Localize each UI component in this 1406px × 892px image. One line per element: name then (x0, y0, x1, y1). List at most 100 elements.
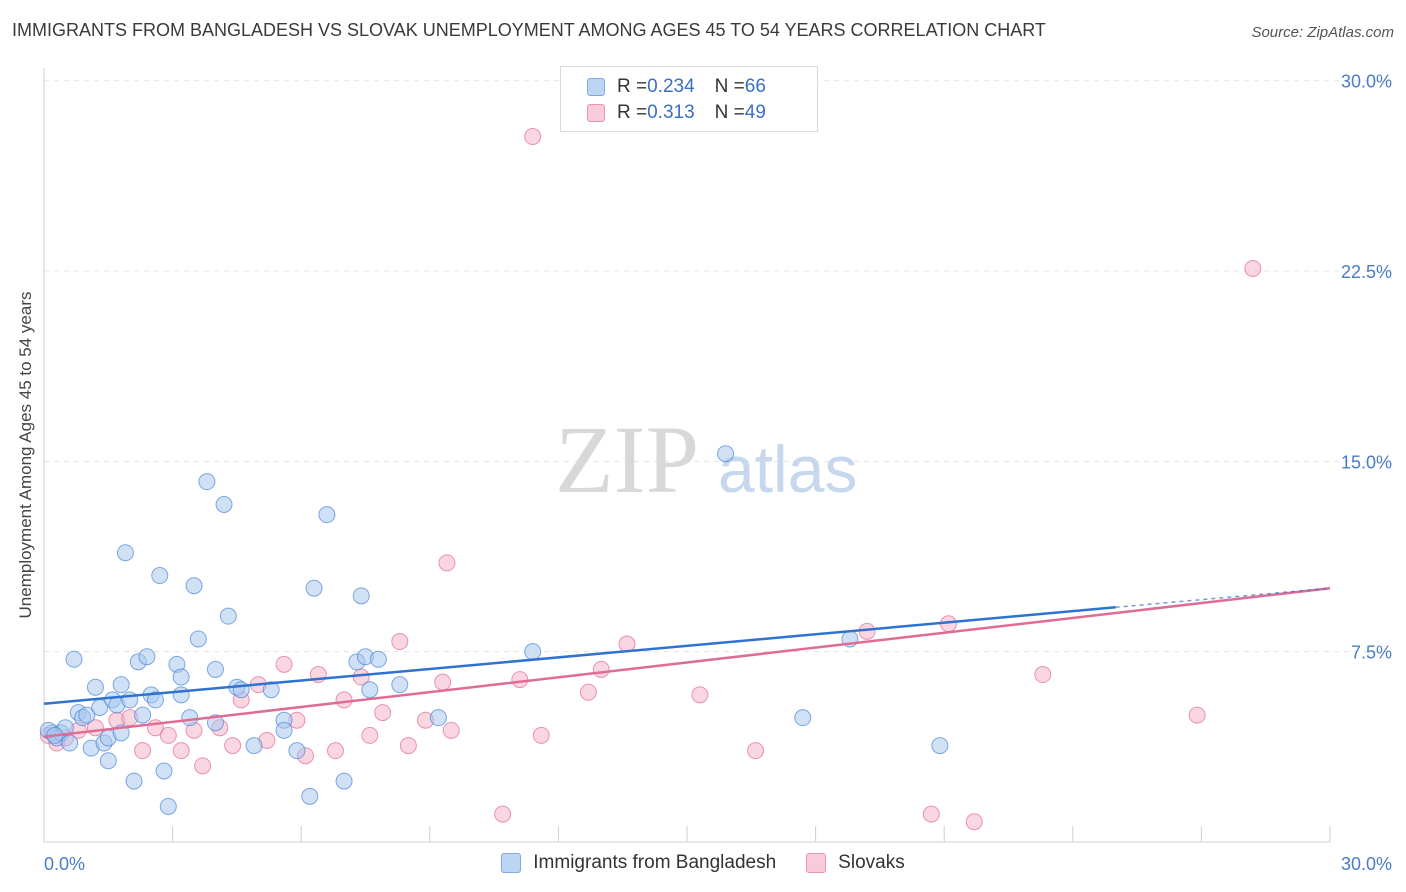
data-point (78, 706, 96, 724)
data-point (438, 554, 456, 572)
r-value: 0.234 (647, 76, 695, 97)
legend-row-bangladesh: R = 0.234 N = 66 (587, 76, 766, 98)
trend-line-bangladesh-extension (1115, 587, 1331, 609)
data-point (524, 128, 542, 146)
data-point (352, 587, 370, 605)
data-point (206, 660, 224, 678)
data-point (262, 681, 280, 699)
data-point (134, 742, 152, 760)
data-point (922, 805, 940, 823)
data-point (335, 691, 353, 709)
watermark-zip: ZIP (555, 406, 699, 513)
data-point (245, 737, 263, 755)
data-point (794, 709, 812, 727)
axes (43, 68, 1331, 843)
x-tick-label: 30.0% (1341, 854, 1392, 874)
legend-item-slovaks: Slovaks (806, 852, 905, 874)
chart-title: IMMIGRANTS FROM BANGLADESH VS SLOVAK UNE… (12, 20, 1046, 40)
data-point (86, 678, 104, 696)
data-point (99, 752, 117, 770)
data-point (442, 721, 460, 739)
data-point (232, 681, 250, 699)
n-label: N = (714, 76, 745, 97)
data-point (1034, 666, 1052, 684)
data-point (691, 686, 709, 704)
data-point (434, 673, 452, 691)
grid-lines (44, 80, 1390, 653)
data-point (931, 737, 949, 755)
watermark-atlas: atlas (718, 432, 857, 506)
data-point (717, 445, 735, 463)
data-point (181, 709, 199, 727)
data-point (391, 676, 409, 694)
data-point (399, 737, 417, 755)
data-point (215, 495, 233, 513)
data-point (318, 506, 336, 524)
tick-labels: 7.5% 15.0% 22.5% 30.0% 0.0% 30.0% (44, 72, 1392, 874)
data-point (159, 726, 177, 744)
y-tick-label: 7.5% (1351, 643, 1392, 663)
data-point (592, 660, 610, 678)
x-tick-label: 0.0% (44, 854, 85, 874)
trend-line-bangladesh (43, 606, 1116, 705)
data-point (524, 643, 542, 661)
data-point (112, 676, 130, 694)
data-point (189, 630, 207, 648)
data-point (116, 544, 134, 562)
data-point (429, 709, 447, 727)
data-point (335, 772, 353, 790)
data-point (185, 577, 203, 595)
y-tick-label: 30.0% (1341, 72, 1392, 92)
legend-row-slovaks: R = 0.313 N = 49 (587, 102, 766, 124)
data-point (146, 691, 164, 709)
n-value: 66 (744, 76, 766, 97)
data-point (138, 648, 156, 666)
r-value: 0.313 (647, 102, 695, 123)
data-point (275, 655, 293, 673)
data-point (391, 633, 409, 651)
data-point (65, 650, 83, 668)
data-point (1244, 259, 1262, 277)
y-axis-label: Unemployment Among Ages 45 to 54 years (16, 291, 35, 619)
data-point (134, 706, 152, 724)
data-point (1188, 706, 1206, 724)
legend-item-bangladesh: Immigrants from Bangladesh (501, 852, 776, 874)
series-legend: Immigrants from Bangladesh Slovaks (0, 852, 1406, 874)
legend-swatch-slovaks (587, 104, 605, 122)
data-point (151, 567, 169, 585)
data-point (172, 742, 190, 760)
data-point (747, 742, 765, 760)
data-point (326, 742, 344, 760)
correlation-legend: R = 0.234 N = 66 R = 0.313 N = 49 (560, 66, 818, 132)
data-point (361, 681, 379, 699)
data-point (305, 579, 323, 597)
legend-swatch-slovaks (806, 853, 827, 873)
data-point (369, 650, 387, 668)
data-point (301, 787, 319, 805)
trend-lines (43, 586, 1331, 738)
r-label: R = (617, 102, 648, 123)
data-point (374, 704, 392, 722)
data-point (579, 683, 597, 701)
legend-swatch-bangladesh (501, 853, 522, 873)
data-point (532, 726, 550, 744)
data-point (159, 797, 177, 815)
y-tick-label: 15.0% (1341, 452, 1392, 472)
y-axis-label-wrap: Unemployment Among Ages 45 to 54 years (16, 292, 36, 619)
data-points (39, 128, 1262, 831)
trend-line-slovaks (43, 586, 1331, 738)
data-point (172, 686, 190, 704)
data-point (275, 721, 293, 739)
data-point (224, 737, 242, 755)
legend-swatch-bangladesh (587, 78, 605, 96)
data-point (206, 714, 224, 732)
data-point (361, 726, 379, 744)
data-point (965, 813, 983, 831)
watermark: ZIP atlas (555, 406, 857, 513)
data-point (125, 772, 143, 790)
y-tick-label: 22.5% (1341, 262, 1392, 282)
data-point (194, 757, 212, 775)
n-label: N = (714, 102, 745, 123)
data-point (511, 671, 529, 689)
